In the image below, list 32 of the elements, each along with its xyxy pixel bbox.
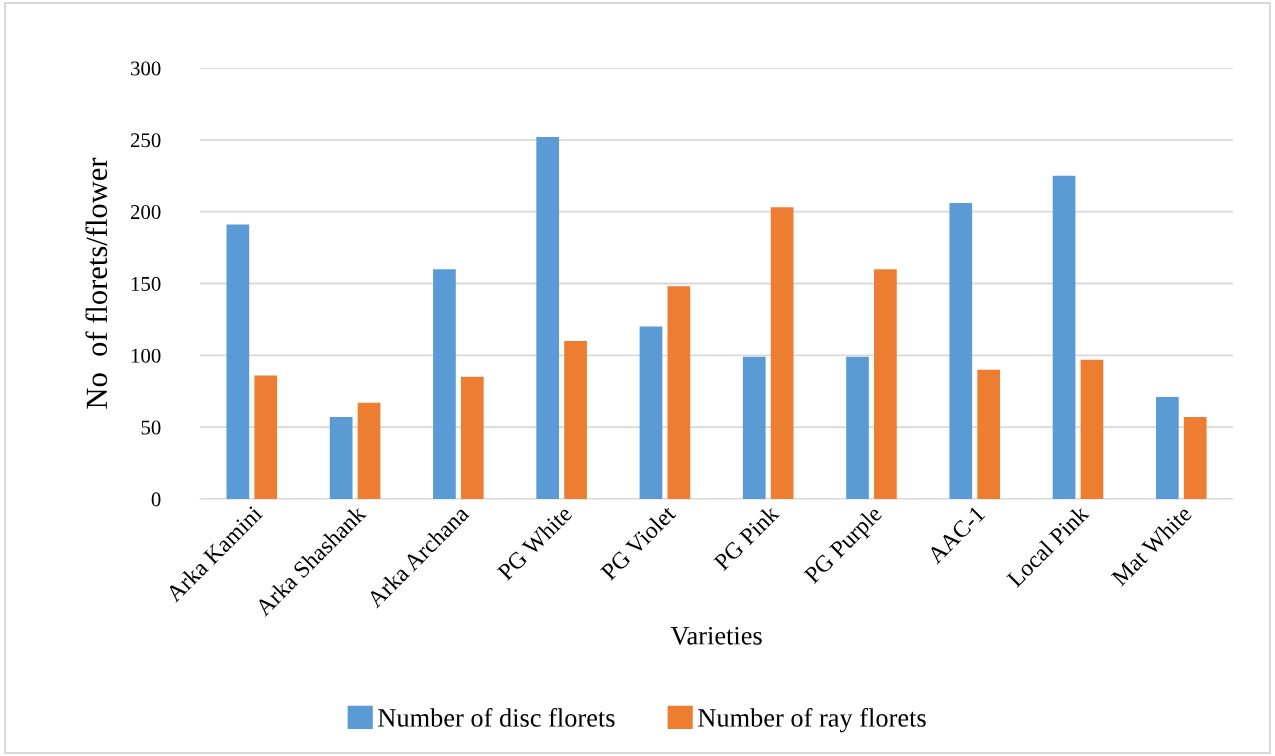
- legend-label: Number of ray florets: [698, 707, 926, 733]
- y-tick-label: 50: [141, 420, 161, 435]
- bar: [254, 375, 278, 499]
- bar: [977, 369, 1001, 499]
- y-tick-label: 200: [130, 205, 161, 220]
- bar: [1080, 359, 1104, 499]
- y-axis-title: No of florets/flower: [85, 157, 108, 409]
- bar: [357, 402, 381, 499]
- bar: [1052, 175, 1076, 499]
- bar: [226, 224, 250, 499]
- bar: [639, 326, 663, 499]
- bar: [329, 417, 353, 499]
- y-tick-label: 100: [131, 348, 161, 363]
- y-tick-label: 300: [131, 61, 161, 76]
- y-tick-label: 250: [130, 133, 161, 148]
- y-tick-label: 0: [151, 492, 161, 507]
- bar: [874, 269, 897, 499]
- x-axis-title: Varieties: [670, 626, 762, 645]
- y-tick-label: 150: [131, 276, 161, 291]
- bar: [949, 203, 973, 499]
- bar: [536, 136, 560, 499]
- bar: [1155, 396, 1179, 499]
- x-tick-label: PG Pink: [712, 503, 780, 572]
- legend-label: Number of disc florets: [378, 707, 615, 727]
- bar: [770, 207, 794, 499]
- bar: [846, 356, 869, 499]
- bar: [667, 286, 691, 499]
- bar: [1183, 417, 1207, 499]
- bar: [433, 269, 456, 499]
- bar: [742, 356, 766, 499]
- bar: [564, 340, 587, 499]
- bar: [460, 376, 484, 499]
